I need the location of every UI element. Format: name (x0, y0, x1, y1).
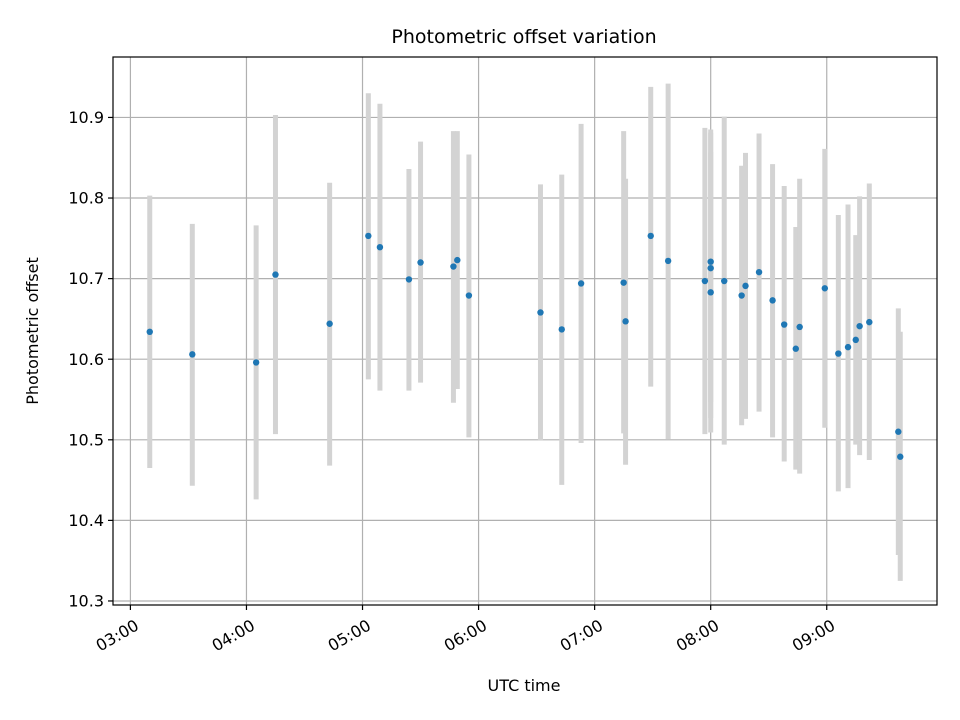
y-axis-label: Photometric offset (23, 257, 42, 405)
data-point (376, 243, 384, 251)
data-points (146, 232, 904, 460)
data-point (252, 359, 260, 366)
x-axis-label: UTC time (488, 676, 561, 695)
data-point (622, 318, 629, 325)
data-point (707, 264, 714, 272)
y-tick-label: 10.7 (68, 269, 104, 288)
data-point (558, 326, 565, 333)
data-point (707, 258, 714, 265)
x-tick-label: 08:00 (673, 616, 722, 656)
x-tick-label: 04:00 (209, 616, 258, 656)
y-tick-label: 10.3 (68, 592, 104, 611)
data-point (755, 268, 763, 276)
error-bars (147, 83, 903, 581)
grid-lines (113, 57, 937, 605)
data-point (537, 309, 544, 316)
y-tick-label: 10.5 (68, 430, 104, 449)
data-point (405, 276, 413, 283)
chart-title: Photometric offset variation (391, 26, 656, 48)
plot-frame (112, 56, 938, 606)
data-point (664, 257, 672, 265)
data-point (365, 232, 372, 240)
data-point (796, 323, 803, 331)
x-tick-label: 07:00 (557, 616, 606, 656)
data-point (844, 343, 852, 351)
data-point (792, 345, 799, 352)
data-point (146, 328, 153, 336)
data-point (326, 320, 333, 327)
data-point (417, 259, 424, 266)
data-point (272, 271, 279, 278)
data-point (742, 282, 749, 290)
data-point (769, 297, 776, 304)
data-point (821, 285, 829, 292)
x-tick-label: 03:00 (93, 616, 142, 656)
data-point (577, 280, 585, 287)
y-axis-ticks: 10.3 10.4 10.5 10.6 10.7 10.8 10.9 (68, 108, 113, 611)
data-point (866, 318, 873, 326)
x-tick-label: 06:00 (441, 616, 490, 656)
data-point (835, 350, 842, 357)
y-tick-label: 10.6 (68, 350, 104, 369)
data-point (701, 277, 709, 285)
data-point (738, 292, 745, 299)
data-point (189, 351, 196, 358)
data-point (454, 256, 461, 264)
data-point (450, 263, 457, 270)
x-axis-ticks: 03:00 04:00 05:00 06:00 07:00 08:00 09:00 (93, 605, 838, 656)
y-tick-label: 10.9 (68, 108, 104, 127)
data-point (852, 336, 859, 344)
y-tick-label: 10.4 (68, 511, 104, 530)
data-point (897, 453, 904, 460)
data-point (780, 321, 788, 328)
data-point (721, 277, 728, 285)
data-point (856, 322, 863, 330)
data-point (707, 289, 714, 296)
y-tick-label: 10.8 (68, 189, 104, 208)
x-tick-label: 09:00 (789, 616, 838, 656)
data-point (895, 428, 902, 435)
x-tick-label: 05:00 (325, 616, 374, 656)
data-point (620, 279, 627, 286)
data-point (465, 292, 473, 299)
data-point (647, 232, 654, 240)
